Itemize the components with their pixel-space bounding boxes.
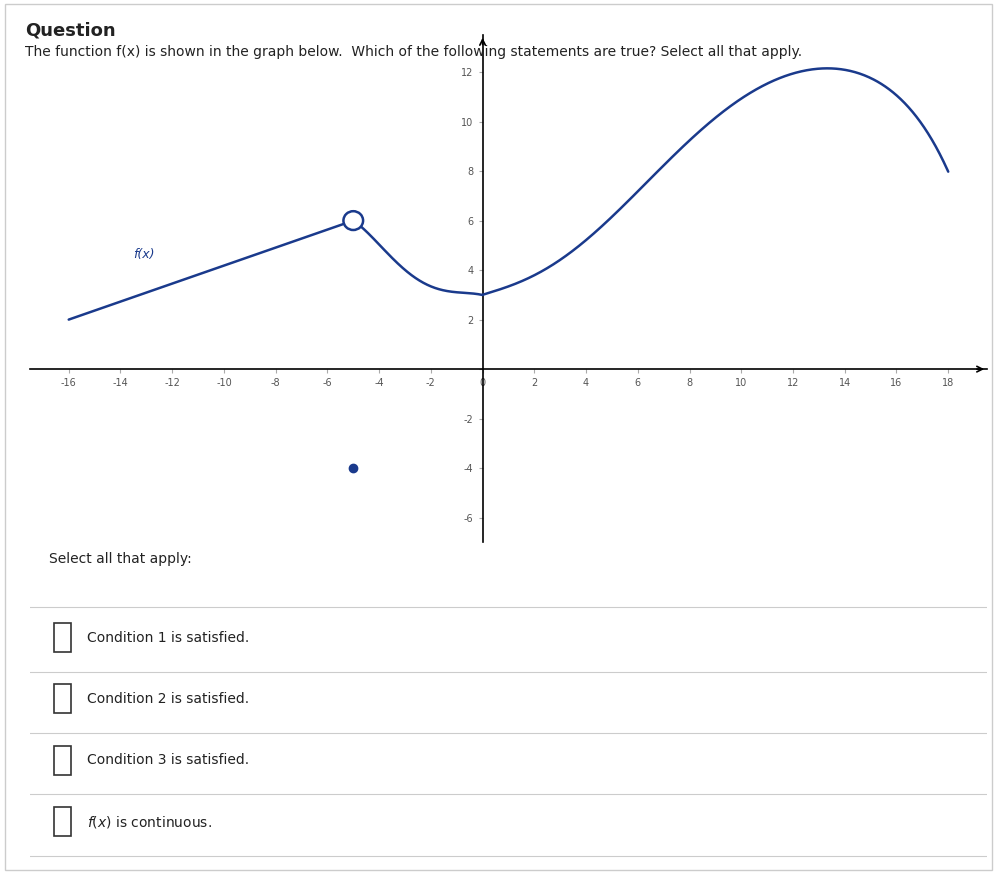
Text: Condition 3 is satisfied.: Condition 3 is satisfied. <box>88 753 249 767</box>
Bar <box>54 808 71 836</box>
Text: Question: Question <box>25 22 116 40</box>
Text: Condition 2 is satisfied.: Condition 2 is satisfied. <box>88 692 249 706</box>
Text: f(x): f(x) <box>134 247 155 260</box>
Text: $f(x)$ is continuous.: $f(x)$ is continuous. <box>88 814 212 829</box>
Bar <box>54 684 71 713</box>
Circle shape <box>343 212 363 230</box>
Bar <box>54 746 71 775</box>
Bar <box>54 623 71 652</box>
Text: Condition 1 is satisfied.: Condition 1 is satisfied. <box>88 631 249 645</box>
Text: The function f(x) is shown in the graph below.  Which of the following statement: The function f(x) is shown in the graph … <box>25 45 802 59</box>
Text: Select all that apply:: Select all that apply: <box>49 552 191 566</box>
